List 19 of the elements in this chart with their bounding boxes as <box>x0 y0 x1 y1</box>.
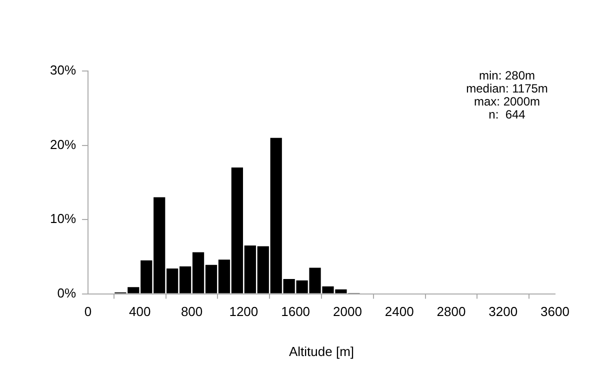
y-tick-label: 30% <box>50 62 76 78</box>
x-tick-label: 3200 <box>488 304 518 320</box>
x-tick-label: 1600 <box>281 304 310 320</box>
x-tick-label: 0 <box>84 304 92 320</box>
annotation: max: 2000m <box>474 94 540 108</box>
y-tick-label: 0% <box>57 285 76 300</box>
y-tick-label: 20% <box>50 136 76 152</box>
x-tick-label: 1200 <box>229 304 258 320</box>
x-tick-label: 400 <box>129 304 151 320</box>
x-axis-title: Altitude [m] <box>288 344 354 359</box>
x-tick-label: 2400 <box>384 304 414 320</box>
x-tick-label: 2800 <box>436 304 466 320</box>
x-tick-label: 2000 <box>332 304 362 320</box>
annotation: median: 1175m <box>466 81 548 96</box>
annotation: min: 280m <box>478 68 536 82</box>
x-tick-label: 800 <box>180 304 203 320</box>
annotation: n: 644 <box>488 107 526 122</box>
x-tick-label: 3600 <box>540 304 570 320</box>
y-tick-label: 10% <box>50 211 76 226</box>
